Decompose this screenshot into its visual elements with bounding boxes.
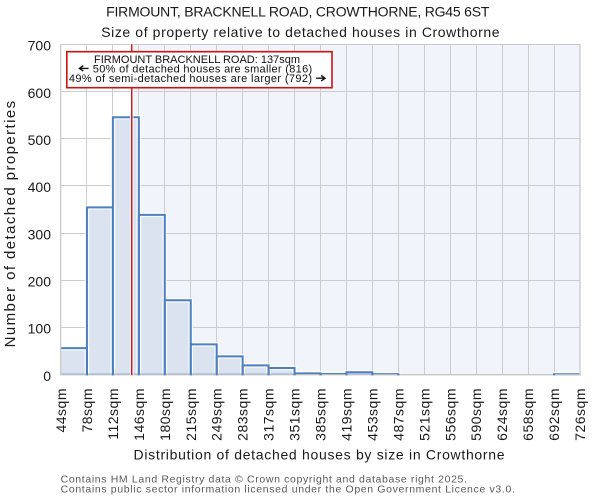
svg-text:283sqm: 283sqm [235, 388, 251, 441]
svg-text:300: 300 [28, 226, 52, 242]
svg-text:Number of detached properties: Number of detached properties [2, 99, 19, 347]
svg-text:385sqm: 385sqm [313, 388, 329, 441]
svg-text:500: 500 [28, 132, 52, 148]
svg-text:49% of semi-detached houses ar: 49% of semi-detached houses are larger (… [69, 73, 313, 85]
svg-text:Contains public sector informa: Contains public sector information licen… [61, 483, 516, 495]
svg-text:44sqm: 44sqm [53, 388, 69, 433]
svg-text:624sqm: 624sqm [494, 388, 510, 441]
svg-text:Distribution of detached house: Distribution of detached houses by size … [134, 446, 506, 462]
svg-text:351sqm: 351sqm [287, 388, 303, 441]
svg-text:249sqm: 249sqm [209, 388, 225, 441]
svg-text:200: 200 [28, 274, 52, 290]
svg-text:453sqm: 453sqm [364, 388, 380, 441]
svg-text:Size of property relative to d: Size of property relative to detached ho… [101, 24, 500, 40]
svg-text:726sqm: 726sqm [572, 388, 588, 441]
svg-text:215sqm: 215sqm [183, 388, 199, 441]
svg-text:658sqm: 658sqm [520, 388, 536, 441]
svg-text:590sqm: 590sqm [468, 388, 484, 441]
svg-text:400: 400 [28, 179, 52, 195]
svg-text:78sqm: 78sqm [79, 388, 95, 433]
svg-text:50% of detached houses are sma: 50% of detached houses are smaller (816) [93, 64, 313, 76]
svg-text:Contains HM Land Registry data: Contains HM Land Registry data © Crown c… [61, 473, 468, 485]
svg-text:692sqm: 692sqm [546, 388, 562, 441]
svg-text:487sqm: 487sqm [390, 388, 406, 441]
svg-text:146sqm: 146sqm [131, 388, 147, 441]
svg-text:0: 0 [43, 368, 51, 384]
svg-text:180sqm: 180sqm [157, 388, 173, 441]
svg-text:600: 600 [28, 85, 52, 101]
svg-text:521sqm: 521sqm [416, 388, 432, 441]
svg-text:317sqm: 317sqm [261, 388, 277, 441]
svg-text:419sqm: 419sqm [338, 388, 354, 441]
svg-text:FIRMOUNT, BRACKNELL ROAD, CROW: FIRMOUNT, BRACKNELL ROAD, CROWTHORNE, RG… [106, 3, 490, 19]
svg-text:112sqm: 112sqm [105, 388, 121, 440]
svg-text:700: 700 [28, 38, 52, 54]
svg-text:100: 100 [28, 321, 52, 337]
svg-text:FIRMOUNT BRACKNELL ROAD: 137sq: FIRMOUNT BRACKNELL ROAD: 137sqm [94, 54, 300, 66]
svg-text:556sqm: 556sqm [442, 388, 458, 441]
